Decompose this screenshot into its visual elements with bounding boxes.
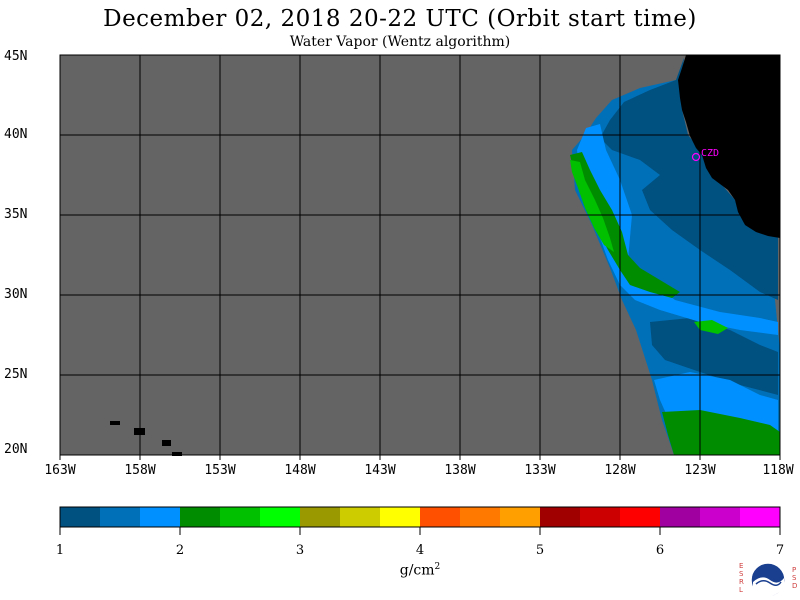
colorbar-segment [260, 507, 301, 527]
colorbar-segment [740, 507, 781, 527]
lon-label-123w: 123W [684, 463, 716, 478]
colorbar-segment [340, 507, 381, 527]
colorbar-label-4: 4 [415, 543, 425, 558]
lat-label-25n: 25N [4, 367, 28, 382]
land-north-america [678, 55, 780, 238]
colorbar-label-2: 2 [175, 543, 185, 558]
colorbar-label-3: 3 [295, 543, 305, 558]
units-exponent: 2 [434, 562, 441, 572]
colorbar-segment [100, 507, 141, 527]
units-base: g/cm [399, 562, 435, 579]
colorbar-segment [580, 507, 621, 527]
colorbar-label-1: 1 [55, 543, 65, 558]
page-subtitle: Water Vapor (Wentz algorithm) [289, 34, 511, 50]
colorbar-segment [420, 507, 461, 527]
colorbar-segment [180, 507, 221, 527]
swath-level-green [570, 152, 680, 298]
colorbar-segment [300, 507, 341, 527]
lon-label-153w: 153W [204, 463, 236, 478]
colorbar-label-7: 7 [775, 543, 785, 558]
lon-label-118w: 118W [762, 463, 794, 478]
lat-label-30n: 30N [4, 287, 28, 302]
colorbar-label-5: 5 [535, 543, 545, 558]
axis-ticks [59, 455, 781, 460]
colorbar-segment [500, 507, 541, 527]
lat-label-20n: 20N [4, 442, 28, 457]
swath-level-bright-green [570, 160, 614, 252]
lat-label-40n: 40N [4, 127, 28, 142]
colorbar-segment [220, 507, 261, 527]
colorbar-segment [140, 507, 181, 527]
lat-label-35n: 35N [4, 207, 28, 222]
colorbar-units: g/cm2 [370, 562, 470, 579]
colorbar [60, 507, 781, 527]
colorbar-segment [540, 507, 581, 527]
noaa-emblem-icon [750, 562, 786, 598]
colorbar-segment [460, 507, 501, 527]
swath-level-light-blue [577, 124, 778, 335]
lon-label-138w: 138W [444, 463, 476, 478]
lat-label-45n: 45N [4, 49, 28, 64]
swath-level-dark-blue [600, 58, 778, 300]
lon-label-163w: 163W [44, 463, 76, 478]
water-vapor-swath [570, 58, 780, 455]
swath-level-dark-blue-2 [650, 318, 778, 395]
station-marker-czd: CZD [691, 148, 719, 162]
colorbar-segment [620, 507, 661, 527]
colorbar-segment [660, 507, 701, 527]
swath-level-green-patch [694, 320, 728, 334]
lon-label-148w: 148W [284, 463, 316, 478]
lon-label-133w: 133W [524, 463, 556, 478]
colorbar-segment [700, 507, 741, 527]
colorbar-segment [380, 507, 421, 527]
swath-level-green-south [662, 410, 780, 455]
colorbar-ticks [59, 527, 781, 535]
station-label: CZD [701, 148, 719, 159]
page-title: December 02, 2018 20-22 UTC (Orbit start… [103, 6, 697, 32]
map-frame [59, 54, 781, 456]
lon-label-143w: 143W [364, 463, 396, 478]
lon-label-158w: 158W [124, 463, 156, 478]
colorbar-label-6: 6 [655, 543, 665, 558]
colorbar-segment [60, 507, 101, 527]
lon-label-128w: 128W [604, 463, 636, 478]
map-grid [60, 55, 780, 455]
